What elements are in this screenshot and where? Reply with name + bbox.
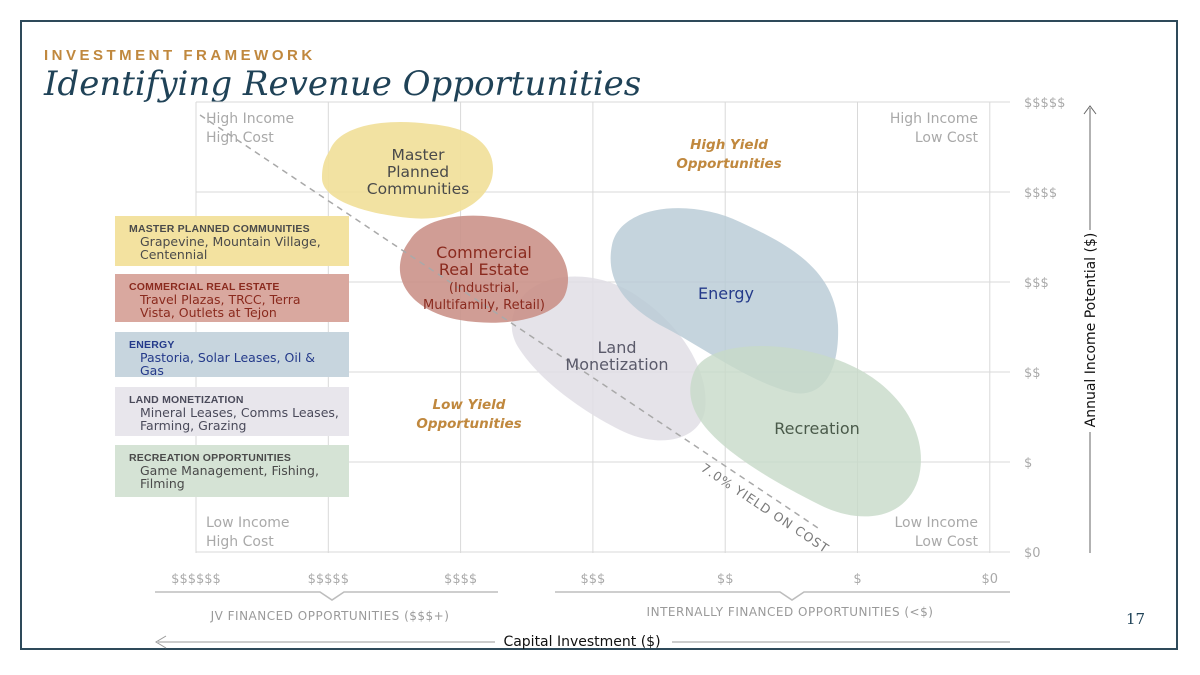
legend-heading: COMMERCIAL REAL ESTATE: [129, 281, 280, 293]
y-tick-label: $$$: [1024, 276, 1049, 291]
legend-items: Travel Plazas, TRCC, Terra Vista, Outlet…: [140, 292, 301, 320]
category-label: Monetization: [565, 355, 668, 374]
x-tick-label: $0: [982, 572, 999, 587]
corner-label-top-left: High Cost: [206, 130, 274, 146]
legend-heading: MASTER PLANNED COMMUNITIES: [129, 223, 310, 235]
y-tick-label: $: [1024, 456, 1032, 471]
y-axis-arrowhead: [1083, 105, 1097, 115]
y-tick-label: $$$$$: [1024, 96, 1065, 111]
legend-box: COMMERCIAL REAL ESTATE Travel Plazas, TRC…: [115, 274, 349, 322]
zone-label-low-yield: Low Yield: [433, 397, 506, 413]
y-axis-label: Annual Income Potential ($): [1083, 233, 1099, 428]
category-label: Recreation: [774, 419, 860, 438]
category-label: Energy: [698, 284, 754, 303]
bracket-jv: [155, 591, 498, 601]
page-number: 17: [1126, 610, 1146, 628]
category-label: Master: [392, 146, 446, 164]
page-title: Identifying Revenue Opportunities: [44, 64, 642, 104]
zone-label-high-yield: Opportunities: [676, 156, 781, 172]
eyebrow-label: INVESTMENT FRAMEWORK: [44, 47, 316, 64]
legend-box: ENERGY Pastoria, Solar Leases, Oil & Gas: [115, 332, 349, 377]
category-label: Land: [597, 338, 636, 357]
blob-recreation: [690, 346, 921, 517]
bracket-label-internal: INTERNALLY FINANCED OPPORTUNITIES (<$): [647, 605, 934, 619]
corner-label-top-right: High Income: [890, 111, 978, 127]
corner-label-bottom-right: Low Income: [894, 515, 978, 531]
blob-master-planned: [322, 121, 494, 219]
legend-box: RECREATION OPPORTUNITIES Game Management,…: [115, 445, 349, 497]
category-label: Commercial: [436, 243, 532, 262]
zone-label-low-yield: Opportunities: [416, 416, 521, 432]
category-label: Planned: [387, 163, 449, 181]
x-tick-label: $$$: [580, 572, 605, 587]
x-tick-label: $$$$$: [308, 572, 349, 587]
corner-label-bottom-left: High Cost: [206, 534, 274, 550]
x-tick-label: $$$$$$: [171, 572, 221, 587]
category-label: (Industrial,: [449, 281, 519, 296]
category-label: Real Estate: [439, 260, 529, 279]
legend-items: Mineral Leases, Comms Leases, Farming, G…: [140, 405, 339, 433]
category-label: Communities: [367, 180, 469, 198]
y-tick-label: $0: [1024, 546, 1041, 561]
corner-label-bottom-right: Low Cost: [915, 534, 979, 550]
x-tick-label: $$$$: [444, 572, 477, 587]
x-axis-arrowhead: [155, 635, 167, 649]
x-tick-label: $$: [717, 572, 734, 587]
zone-label-high-yield: High Yield: [690, 137, 768, 153]
corner-label-top-left: High Income: [206, 111, 294, 127]
y-tick-label: $$$$: [1024, 186, 1057, 201]
blob-commercial: [399, 215, 569, 323]
bracket-internal: [555, 591, 1010, 601]
slide-frame: [20, 20, 1178, 650]
x-tick-label: $: [853, 572, 861, 587]
yield-line: [199, 114, 819, 529]
corner-label-bottom-left: Low Income: [206, 515, 290, 531]
bracket-label-jv: JV FINANCED OPPORTUNITIES ($$$+): [210, 609, 450, 623]
legend-heading: ENERGY: [129, 339, 175, 351]
legend-items: Grapevine, Mountain Village, Centennial: [140, 234, 321, 262]
x-axis-label: Capital Investment ($): [503, 634, 660, 650]
legend-items: Game Management, Fishing, Filming: [140, 463, 319, 491]
legend-heading: RECREATION OPPORTUNITIES: [129, 452, 292, 464]
legend-heading: LAND MONETIZATION: [129, 394, 244, 406]
legend-box: LAND MONETIZATION Mineral Leases, Comms L…: [115, 387, 349, 436]
category-label: Multifamily, Retail): [423, 298, 545, 313]
legend-items: Pastoria, Solar Leases, Oil & Gas: [140, 350, 316, 378]
y-tick-label: $$: [1024, 366, 1041, 381]
corner-label-top-right: Low Cost: [915, 130, 979, 146]
legend-box: MASTER PLANNED COMMUNITIES Grapevine, Mou…: [115, 216, 349, 266]
